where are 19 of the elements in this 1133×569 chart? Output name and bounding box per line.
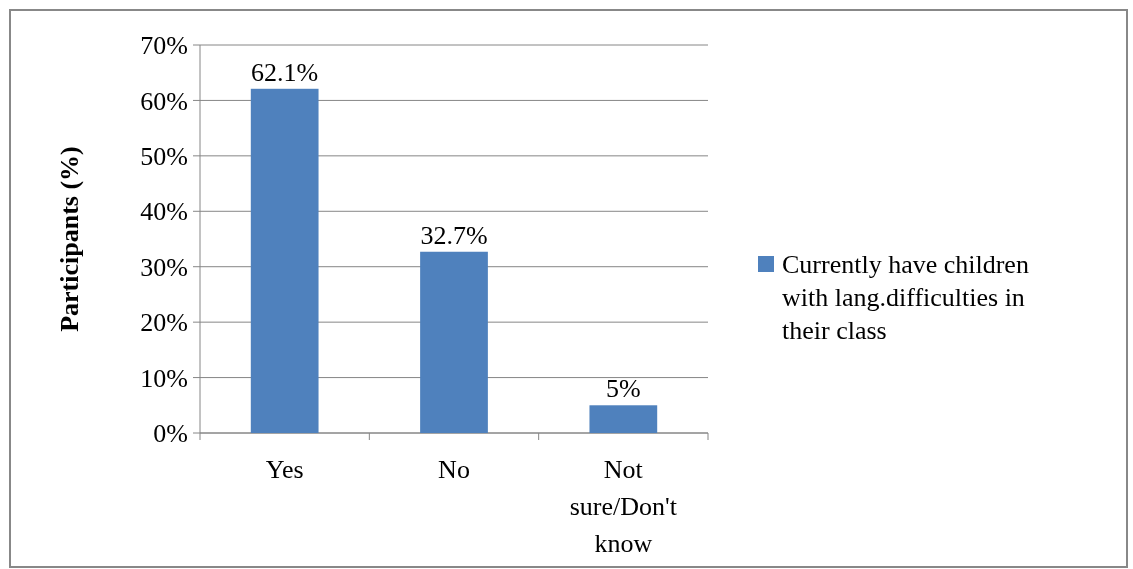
y-tick-label: 60% [140, 86, 188, 116]
y-tick-label: 50% [140, 141, 188, 171]
y-tick-label: 30% [140, 252, 188, 282]
x-tick-label: Yes [265, 455, 304, 484]
data-label: 62.1% [251, 57, 319, 87]
data-label: 5% [606, 374, 641, 404]
bar [420, 251, 488, 433]
x-tick-label: Not sure/Don't know [569, 455, 678, 558]
y-tick-label: 40% [140, 197, 188, 227]
y-tick-label: 20% [140, 308, 188, 338]
bar [250, 88, 319, 433]
y-tick-label: 10% [140, 363, 188, 393]
x-tick-label: No [438, 455, 470, 484]
y-axis-title: Participants (%) [55, 146, 84, 332]
y-tick-label: 70% [140, 31, 188, 61]
bar [589, 405, 658, 433]
data-label: 32.7% [420, 220, 488, 250]
legend-label: Currently have children with lang.difficulties in their class [782, 250, 1029, 346]
y-tick-label: 0% [153, 419, 188, 449]
